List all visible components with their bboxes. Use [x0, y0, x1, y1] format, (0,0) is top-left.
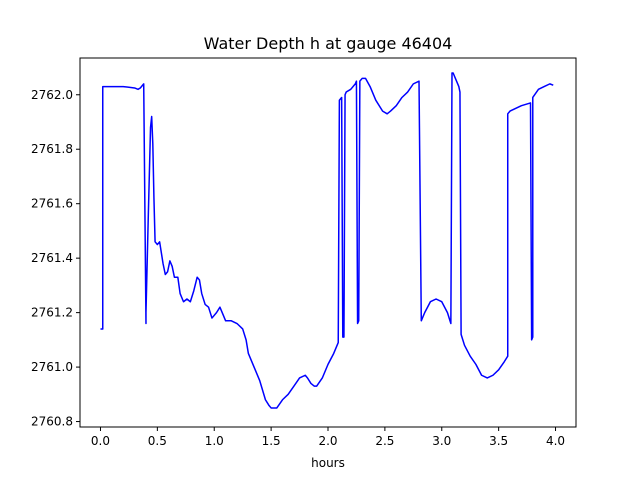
x-tick-label: 3.0 — [432, 434, 451, 448]
y-tick-label: 2761.6 — [31, 197, 73, 211]
y-tick-label: 2762.0 — [31, 88, 73, 102]
x-tick-label: 2.0 — [318, 434, 337, 448]
x-tick-label: 1.5 — [262, 434, 281, 448]
y-axis: 2760.8 2761.0 2761.2 2761.4 2761.6 2761.8 2762… — [31, 88, 80, 429]
y-tick-label: 2761.8 — [31, 142, 73, 156]
x-tick-label: 0.0 — [91, 434, 110, 448]
x-tick-label: 2.5 — [375, 434, 394, 448]
x-tick-label: 1.0 — [205, 434, 224, 448]
chart-title: Water Depth h at gauge 46404 — [204, 34, 453, 53]
series-line-0 — [100, 72, 554, 409]
x-tick-label: 3.5 — [489, 434, 508, 448]
plot-area — [100, 72, 554, 409]
y-tick-label: 2760.8 — [31, 415, 73, 429]
x-axis-label: hours — [311, 456, 345, 470]
x-tick-label: 4.0 — [546, 434, 565, 448]
x-axis: 0.0 0.5 1.0 1.5 2.0 2.5 3.0 3.5 4.0 — [91, 427, 565, 448]
x-tick-label: 0.5 — [148, 434, 167, 448]
y-tick-label: 2761.0 — [31, 360, 73, 374]
y-tick-label: 2761.2 — [31, 306, 73, 320]
y-tick-label: 2761.4 — [31, 251, 73, 265]
